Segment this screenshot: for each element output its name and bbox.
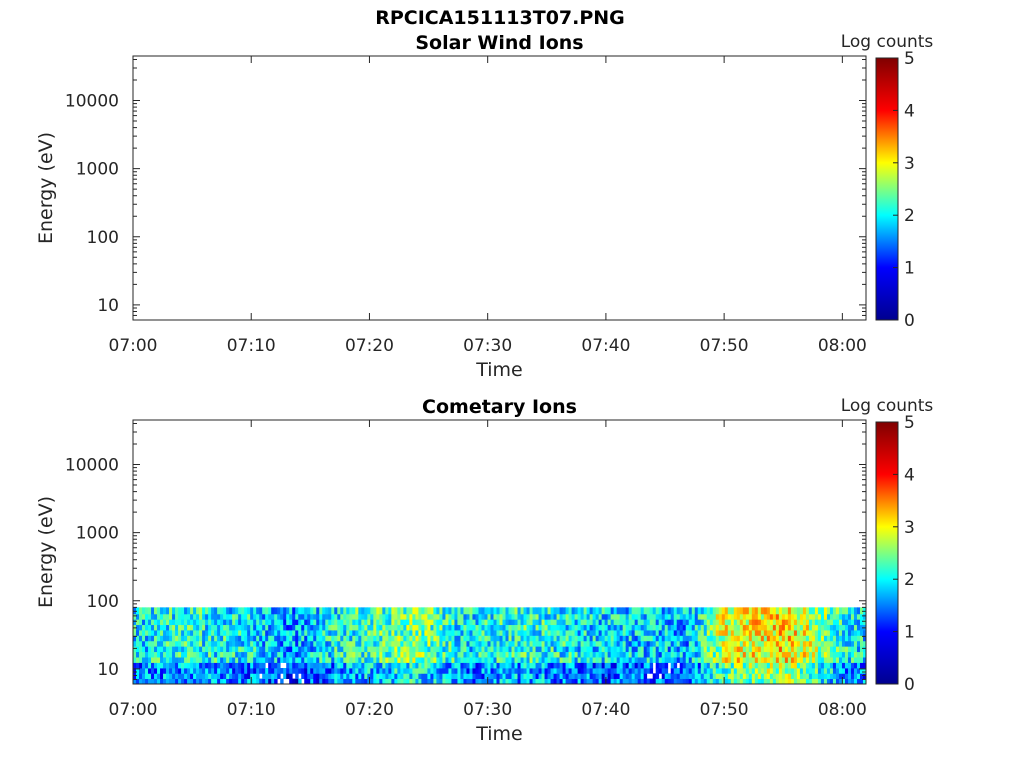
x-tick-label: 07:00: [109, 700, 158, 720]
x-tick-label: 07:40: [581, 700, 630, 720]
y-tick-label: 10000: [65, 92, 119, 112]
figure-filename: RPCICA151113T07.PNG: [375, 7, 625, 29]
colorbar-tick-label: 2: [904, 206, 915, 226]
colorbar-tick-label: 3: [904, 518, 915, 538]
colorbar-tick-label: 0: [904, 311, 915, 331]
x-tick-label: 07:30: [463, 700, 512, 720]
colorbar-label: Log counts: [841, 32, 934, 52]
colorbar-label: Log counts: [841, 396, 934, 416]
x-tick-label: 07:10: [227, 700, 276, 720]
colorbar-tick-label: 4: [904, 101, 915, 121]
y-axis-label: Energy (eV): [35, 496, 57, 608]
x-tick-label: 08:00: [818, 336, 867, 356]
x-axis-label: Time: [475, 723, 523, 745]
panel-title: Solar Wind Ions: [415, 32, 583, 54]
x-tick-label: 07:20: [345, 336, 394, 356]
colorbar-tick-label: 3: [904, 154, 915, 174]
colorbar-tick-label: 1: [904, 623, 915, 643]
y-axis-label: Energy (eV): [35, 132, 57, 244]
y-tick-label: 10: [97, 296, 119, 316]
axes-frame: [132, 55, 867, 321]
y-tick-label: 1000: [76, 160, 119, 180]
y-tick-label: 1000: [76, 524, 119, 544]
colorbar-tick-label: 5: [904, 49, 915, 69]
x-axis-label: Time: [475, 359, 523, 381]
x-tick-label: 07:20: [345, 700, 394, 720]
y-tick-label: 100: [87, 592, 119, 612]
x-tick-label: 07:10: [227, 336, 276, 356]
x-tick-label: 07:50: [700, 336, 749, 356]
colorbar-tick-label: 4: [904, 465, 915, 485]
y-axis: 10 100 1000 10000: [65, 58, 866, 321]
colorbar: Log counts 0 1 2 3 4 5: [841, 396, 934, 695]
colorbar: Log counts 0 1 2 3 4 5: [841, 32, 934, 331]
panel-title: Cometary Ions: [422, 396, 577, 418]
x-tick-label: 07:50: [700, 700, 749, 720]
y-tick-label: 10: [97, 660, 119, 680]
colorbar-tick-label: 2: [904, 570, 915, 590]
y-tick-label: 100: [87, 228, 119, 248]
x-tick-label: 07:00: [109, 336, 158, 356]
axes-frame: [132, 419, 867, 685]
x-tick-label: 07:30: [463, 336, 512, 356]
x-axis: 07:00 07:10 07:20 07:30 07:40 07:50 08:00: [109, 56, 867, 356]
colorbar-tick-label: 1: [904, 259, 915, 279]
y-tick-label: 10000: [65, 456, 119, 476]
x-tick-label: 07:40: [581, 336, 630, 356]
colorbar-tick-label: 5: [904, 413, 915, 433]
y-axis: 10 100 1000 10000: [65, 422, 866, 685]
heatmap-data: [133, 607, 867, 685]
colorbar-tick-label: 0: [904, 675, 915, 695]
x-axis: 07:00 07:10 07:20 07:30 07:40 07:50 08:00: [109, 420, 867, 720]
x-tick-label: 08:00: [818, 700, 867, 720]
